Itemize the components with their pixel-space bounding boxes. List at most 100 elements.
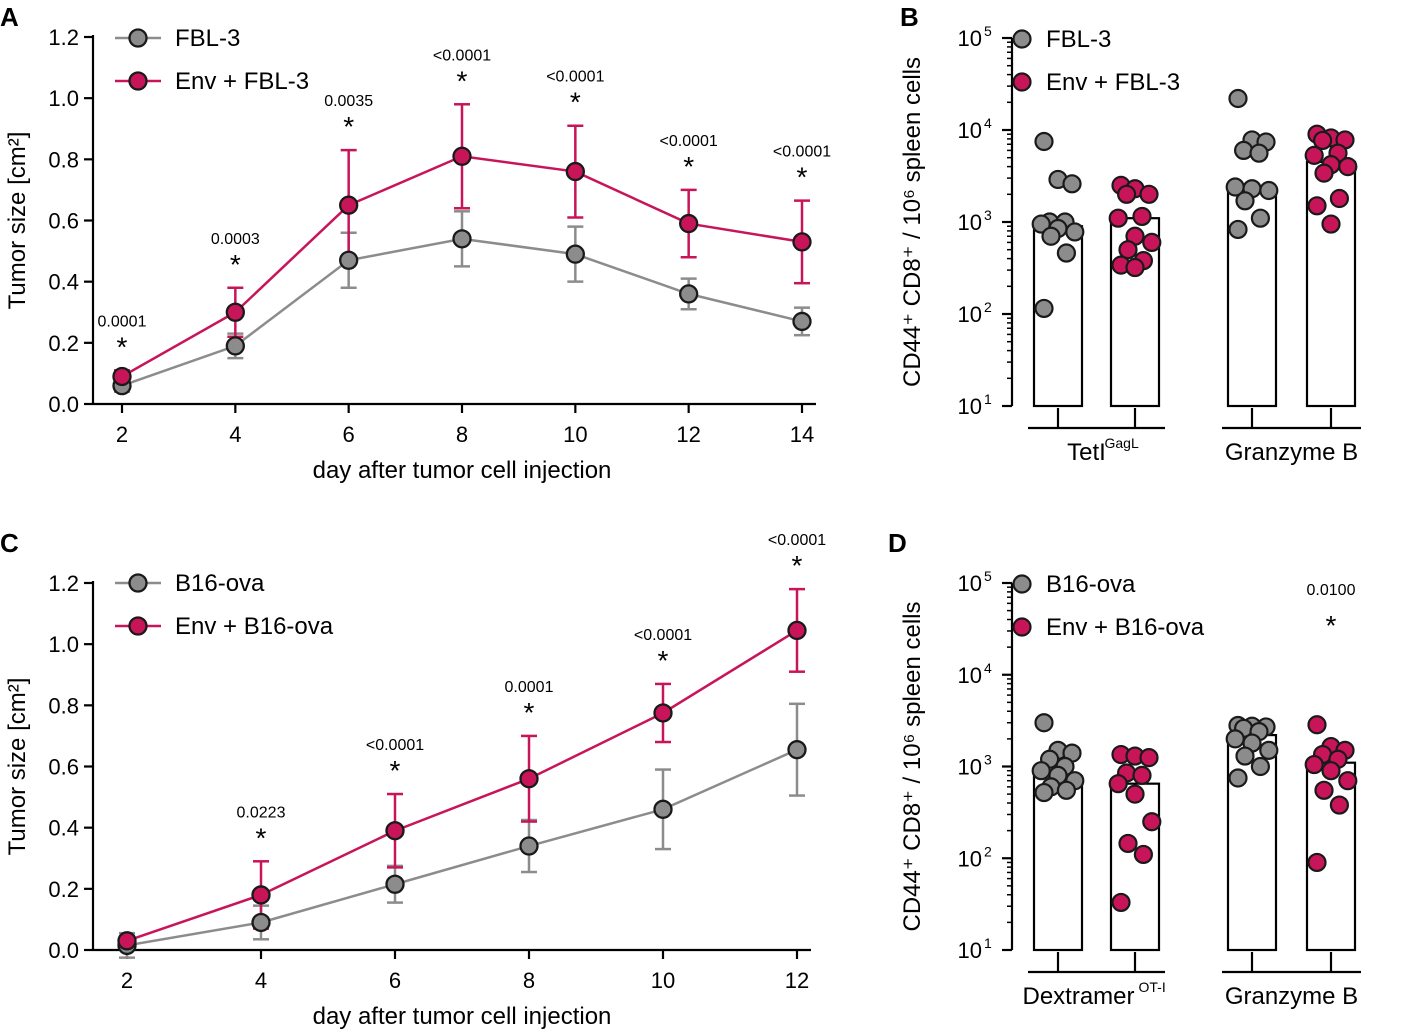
legend-label: Env + B16-ova bbox=[1046, 614, 1205, 641]
p-value-label: 0.0100 bbox=[1307, 582, 1356, 599]
data-point bbox=[251, 912, 271, 933]
data-point bbox=[1329, 795, 1350, 815]
chart-c: 0.0 0.2 0.4 0.6 0.8 1.0 1.2 2 4 6 8 10 12 day after t… bbox=[4, 532, 826, 1030]
group-label-superscript: OT-I bbox=[1139, 979, 1166, 995]
data-point bbox=[1062, 174, 1082, 194]
data-point bbox=[1132, 765, 1152, 785]
y-tick-label: 0.0 bbox=[48, 392, 79, 417]
legend-marker bbox=[1012, 29, 1032, 49]
x-tick-label: 10 bbox=[651, 968, 675, 993]
data-point bbox=[679, 284, 699, 304]
data-point bbox=[117, 931, 137, 951]
x-tick-label: 6 bbox=[389, 968, 401, 993]
legend-marker bbox=[128, 573, 148, 593]
y-tick-base: 10 bbox=[958, 755, 982, 780]
x-tick-label: 12 bbox=[676, 422, 700, 447]
group-label-superscript: GagL bbox=[1105, 435, 1139, 451]
y-axis-label: CD44⁺ CD8⁺ / 10⁶ spleen cells bbox=[899, 57, 926, 387]
data-point bbox=[1338, 771, 1358, 791]
y-tick-exponent: 3 bbox=[984, 752, 992, 768]
p-value-label: <0.0001 bbox=[433, 47, 491, 64]
legend-marker bbox=[1012, 617, 1032, 637]
y-tick-exponent: 5 bbox=[984, 568, 992, 584]
data-point bbox=[1125, 257, 1145, 278]
y-tick-label: 0.2 bbox=[48, 331, 79, 356]
chart-a: 0.0 0.2 0.4 0.6 0.8 1.0 1.2 2 4 6 8 10 12 14 day after… bbox=[4, 25, 831, 484]
data-point bbox=[339, 250, 359, 270]
legend-label: FBL-3 bbox=[1046, 26, 1111, 53]
p-value-label: 0.0223 bbox=[237, 804, 286, 821]
data-point bbox=[1228, 768, 1248, 788]
data-point bbox=[1307, 715, 1327, 735]
data-point bbox=[1304, 754, 1324, 775]
y-tick-label: 10 bbox=[958, 394, 982, 419]
y-tick-base: 10 bbox=[958, 302, 982, 327]
data-point bbox=[653, 799, 673, 819]
data-point bbox=[1228, 219, 1248, 240]
group-label: Granzyme B bbox=[1225, 983, 1358, 1010]
data-point bbox=[1329, 188, 1350, 209]
p-value-label: 0.0003 bbox=[211, 231, 260, 248]
p-value-label: 0.0035 bbox=[324, 93, 373, 110]
y-tick-base: 10 bbox=[958, 571, 982, 596]
legend-marker bbox=[128, 28, 148, 48]
data-point bbox=[1034, 713, 1054, 733]
significance-star: * bbox=[230, 249, 241, 280]
y-axis-label: Tumor size [cm²] bbox=[4, 678, 31, 856]
data-point bbox=[385, 874, 405, 894]
data-point bbox=[565, 161, 585, 182]
panel-letter-b: B bbox=[900, 2, 919, 32]
legend-label: B16-ova bbox=[175, 570, 265, 597]
data-point bbox=[225, 336, 245, 356]
p-value-label: <0.0001 bbox=[634, 627, 692, 644]
panel-letter-a: A bbox=[0, 2, 19, 32]
y-axis-label: CD44⁺ CD8⁺ / 10⁶ spleen cells bbox=[899, 601, 926, 931]
y-tick-label: 0.0 bbox=[48, 938, 79, 963]
data-point bbox=[787, 740, 807, 760]
p-value-label: <0.0001 bbox=[768, 532, 826, 549]
p-value-label: 0.0001 bbox=[505, 679, 554, 696]
p-value-label: 0.0001 bbox=[98, 313, 147, 330]
data-point bbox=[1259, 180, 1279, 201]
y-tick-label: 0.4 bbox=[48, 270, 79, 295]
data-point bbox=[1307, 852, 1327, 873]
data-point bbox=[1235, 191, 1255, 211]
significance-star: * bbox=[683, 151, 694, 182]
data-point bbox=[1321, 761, 1341, 781]
y-tick-base: 10 bbox=[958, 938, 982, 963]
data-point bbox=[1142, 232, 1162, 253]
x-tick-label: 2 bbox=[116, 422, 128, 447]
data-point bbox=[452, 146, 472, 166]
data-point bbox=[1116, 184, 1137, 204]
x-axis-label: day after tumor cell injection bbox=[313, 457, 612, 484]
x-tick-label: 4 bbox=[229, 422, 241, 447]
group-label: TetI bbox=[1067, 439, 1106, 466]
data-point bbox=[225, 302, 245, 322]
data-point bbox=[1118, 240, 1138, 260]
y-tick-label: 10 bbox=[958, 755, 982, 780]
data-point bbox=[1111, 892, 1131, 913]
significance-star: * bbox=[570, 87, 581, 118]
x-tick-label: 6 bbox=[343, 422, 355, 447]
significance-star: * bbox=[390, 755, 401, 786]
data-point bbox=[1031, 761, 1051, 781]
y-tick-label: 0.2 bbox=[48, 877, 79, 902]
x-tick-label: 2 bbox=[121, 968, 133, 993]
data-point bbox=[1225, 729, 1245, 749]
data-point bbox=[385, 821, 405, 841]
series-line-1 bbox=[126, 629, 798, 943]
y-tick-exponent: 2 bbox=[984, 299, 992, 315]
y-tick-base: 10 bbox=[958, 118, 982, 143]
y-tick-label: 10 bbox=[958, 846, 982, 871]
p-value-label: <0.0001 bbox=[773, 144, 831, 161]
data-point bbox=[1142, 812, 1162, 832]
y-tick-label: 0.8 bbox=[48, 693, 79, 718]
data-point bbox=[1307, 196, 1327, 216]
x-tick-label: 4 bbox=[255, 968, 267, 993]
series-line-0 bbox=[126, 748, 798, 947]
panel-letter-c: C bbox=[0, 528, 19, 558]
data-point bbox=[1132, 206, 1152, 227]
data-point bbox=[787, 620, 807, 641]
